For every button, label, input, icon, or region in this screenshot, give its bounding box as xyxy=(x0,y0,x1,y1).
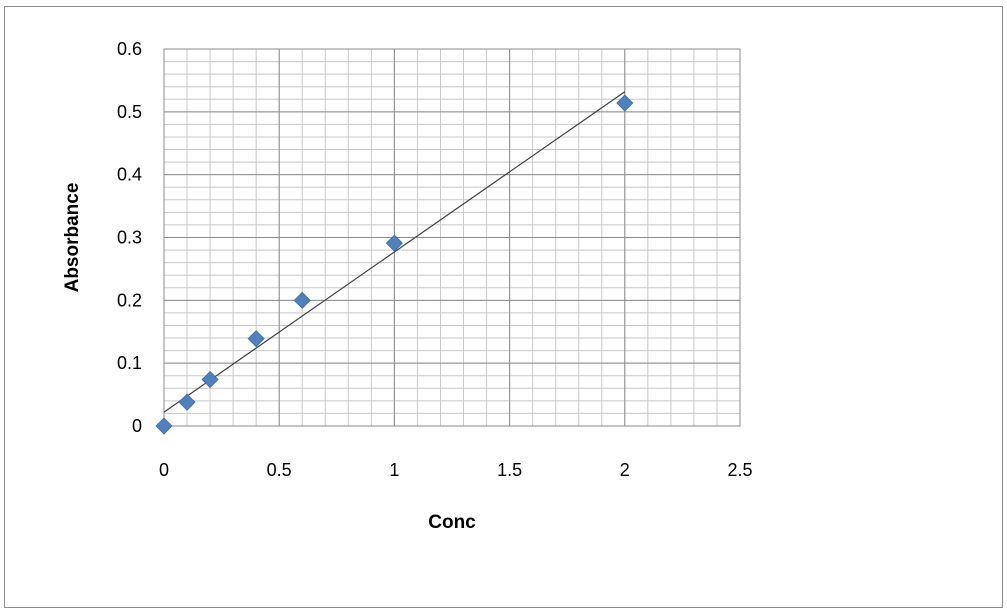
data-point xyxy=(385,234,403,252)
y-tick-label: 0 xyxy=(132,416,142,436)
y-axis-title: Absorbance xyxy=(62,183,83,293)
chart-frame xyxy=(4,6,1003,608)
x-tick-label: 1 xyxy=(389,460,399,480)
x-tick-label: 0 xyxy=(159,460,169,480)
y-tick-label: 0.6 xyxy=(117,39,142,59)
data-point xyxy=(247,330,265,348)
x-axis-title: Conc xyxy=(428,512,476,533)
x-tick-label: 1.5 xyxy=(497,460,522,480)
data-point xyxy=(178,393,196,411)
data-points xyxy=(155,94,634,435)
x-tick-label: 2 xyxy=(620,460,630,480)
y-tick-label: 0.4 xyxy=(117,165,142,185)
y-axis-ticks: 0 0.1 0.2 0.3 0.4 0.5 0.6 xyxy=(117,39,142,436)
data-point xyxy=(293,291,311,309)
major-gridlines xyxy=(163,48,741,427)
x-axis-ticks: 0 0.5 1 1.5 2 2.5 xyxy=(159,460,753,480)
y-tick-label: 0.1 xyxy=(117,353,142,373)
y-tick-label: 0.5 xyxy=(117,102,142,122)
data-point xyxy=(616,94,634,112)
data-point xyxy=(201,370,219,389)
trendline xyxy=(163,91,626,413)
data-point xyxy=(155,417,173,435)
plot-area xyxy=(163,48,741,427)
y-tick-label: 0.3 xyxy=(117,228,142,248)
y-tick-label: 0.2 xyxy=(117,290,142,310)
x-tick-label: 2.5 xyxy=(727,460,752,480)
x-tick-label: 0.5 xyxy=(267,460,292,480)
